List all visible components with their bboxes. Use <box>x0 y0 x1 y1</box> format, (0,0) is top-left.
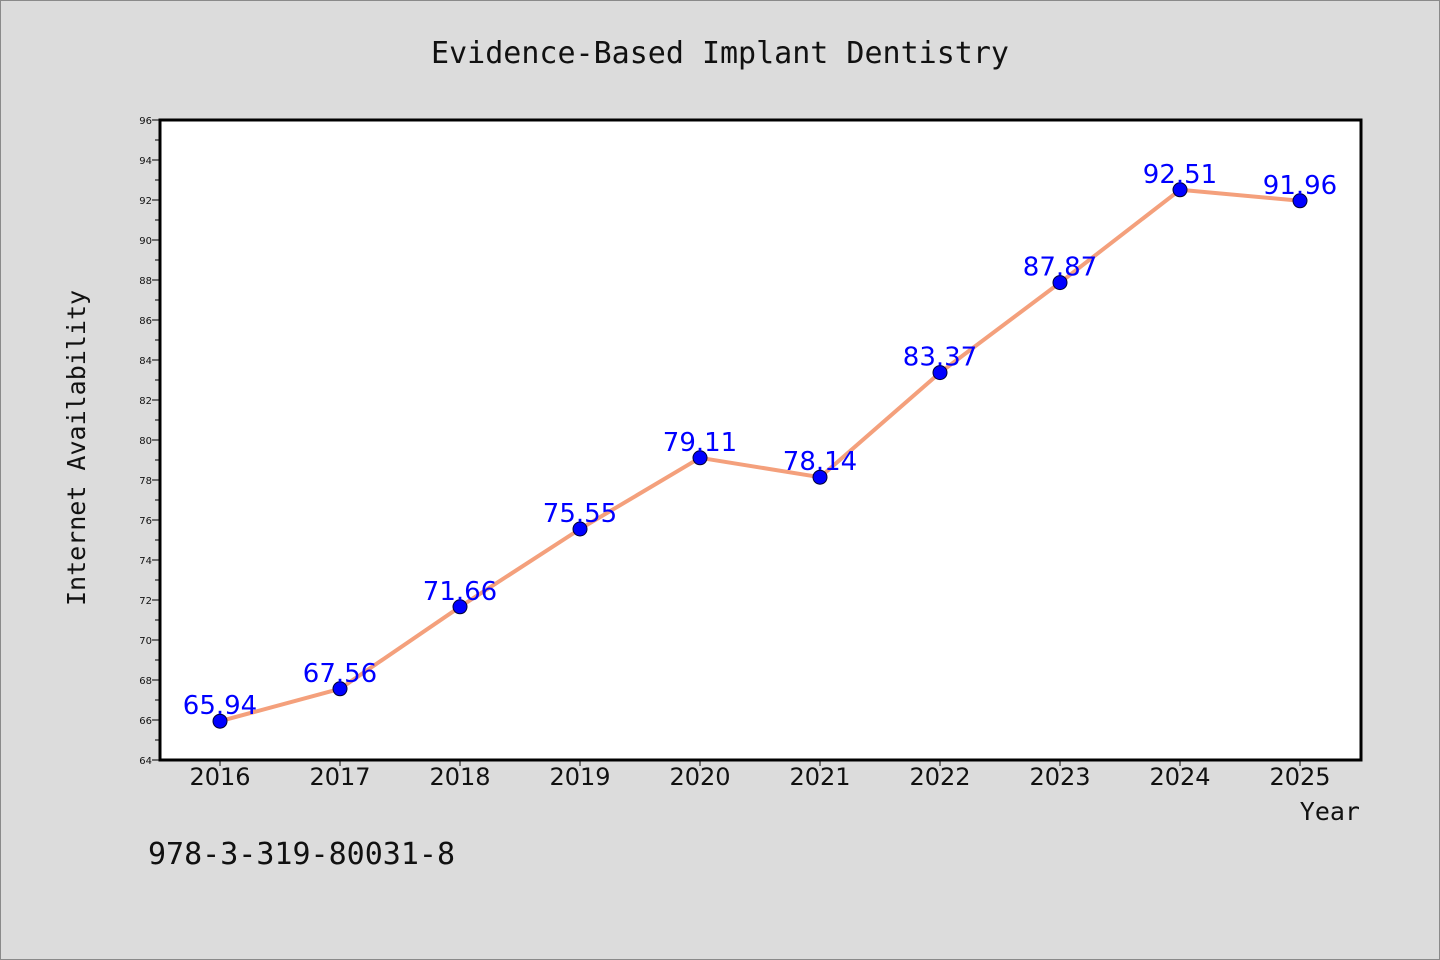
y-tick-label: 68 <box>139 676 152 687</box>
data-label: 65.94 <box>183 691 257 721</box>
y-axis: 64 66 68 70 72 74 76 78 80 82 84 86 88 90 92 94 96 <box>139 116 160 767</box>
data-point <box>812 469 828 485</box>
y-tick-label: 72 <box>139 596 152 607</box>
data-point <box>452 599 468 615</box>
data-point <box>1172 182 1188 198</box>
x-tick-label: 2024 <box>1149 763 1210 791</box>
series-line <box>218 187 1302 724</box>
y-tick-label: 94 <box>139 156 152 167</box>
x-tick-label: 2022 <box>909 763 970 791</box>
data-label: 92.51 <box>1143 160 1217 190</box>
x-tick-label: 2021 <box>789 763 850 791</box>
x-tick-label: 2019 <box>549 763 610 791</box>
data-point <box>332 681 348 697</box>
data-label: 67.56 <box>303 659 377 689</box>
y-tick-label: 88 <box>139 276 152 287</box>
y-tick-label: 76 <box>139 516 152 527</box>
y-tick-label: 64 <box>139 756 152 767</box>
y-axis-label: Internet Availability <box>62 290 91 606</box>
data-point <box>692 450 708 466</box>
data-label: 75.55 <box>543 499 617 529</box>
y-tick-label: 66 <box>139 716 152 727</box>
y-tick-label: 74 <box>139 556 152 567</box>
y-tick-label: 84 <box>139 356 152 367</box>
data-label: 79.11 <box>663 428 737 458</box>
x-tick-label: 2020 <box>669 763 730 791</box>
data-label: 71.66 <box>423 577 497 607</box>
data-label: 91.96 <box>1263 171 1337 201</box>
x-tick-label: 2017 <box>309 763 370 791</box>
y-tick-label: 82 <box>139 396 152 407</box>
y-tick-label: 86 <box>139 316 152 327</box>
x-tick-label: 2023 <box>1029 763 1090 791</box>
data-point <box>572 521 588 537</box>
data-point <box>212 713 228 729</box>
x-tick-label: 2025 <box>1269 763 1330 791</box>
x-axis-label: Year <box>1300 797 1360 826</box>
chart-title: Evidence-Based Implant Dentistry <box>431 36 1009 71</box>
y-tick-label: 92 <box>139 196 152 207</box>
data-point <box>932 365 948 381</box>
x-tick-label: 2018 <box>429 763 490 791</box>
plot-area <box>158 118 1363 762</box>
data-label: 87.87 <box>1023 253 1097 283</box>
y-tick-label: 90 <box>139 236 152 247</box>
data-label-layer: 65.94 67.56 71.66 75.55 79.11 78.14 83.37 87.87… <box>183 160 1337 721</box>
data-point <box>1292 193 1308 209</box>
y-tick-label: 96 <box>139 116 152 127</box>
x-axis: 2016 2017 2018 2019 2020 2021 2022 2023 2024 2025 <box>189 760 1331 791</box>
y-tick-label: 78 <box>139 476 152 487</box>
series-layer <box>212 182 1308 729</box>
y-tick-label: 70 <box>139 636 152 647</box>
footer-code: 978-3-319-80031-8 <box>148 837 455 872</box>
data-point <box>1052 275 1068 291</box>
data-label: 78.14 <box>783 447 857 477</box>
x-tick-label: 2016 <box>189 763 250 791</box>
data-label: 83.37 <box>903 343 977 373</box>
y-tick-label: 80 <box>139 436 152 447</box>
